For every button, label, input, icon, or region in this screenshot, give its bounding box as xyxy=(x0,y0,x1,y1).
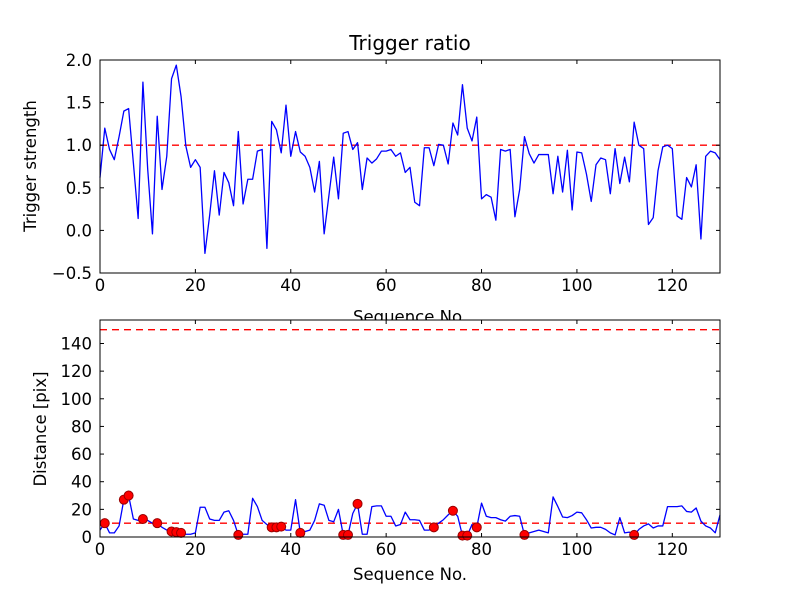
y-tick-label: 0 xyxy=(82,528,93,547)
data-point-marker xyxy=(276,521,287,532)
y-tick-label: 0.0 xyxy=(66,221,92,240)
x-tick-label: 60 xyxy=(376,276,397,295)
data-point-marker xyxy=(152,518,163,529)
axes-frame xyxy=(99,59,721,274)
data-point-marker xyxy=(352,498,363,509)
x-tick-label: 20 xyxy=(185,540,206,559)
x-tick-label: 20 xyxy=(185,276,206,295)
data-point-marker xyxy=(343,529,353,540)
data-point-marker xyxy=(462,530,473,541)
x-tick-label: 40 xyxy=(280,276,301,295)
top-axes: 0 20 40 60 80 100 120 −0.5 0.0 0.5 1.0 1.5 2.0 xyxy=(52,51,721,295)
bottom-yaxis-label: Distance [pix] xyxy=(31,371,50,486)
data-point-marker xyxy=(295,527,306,538)
x-tick-label: 0 xyxy=(95,276,106,295)
x-tick-label: 120 xyxy=(657,540,689,559)
y-tick-label: 1.0 xyxy=(66,136,92,155)
axes-frame xyxy=(99,319,721,538)
y-tick-label: −0.5 xyxy=(52,264,92,283)
data-point-marker xyxy=(99,518,110,529)
data-line xyxy=(99,64,721,255)
x-tick-label: 60 xyxy=(376,540,397,559)
y-tick-label: 120 xyxy=(61,362,93,381)
y-tick-label: 20 xyxy=(71,500,92,519)
x-tick-label: 100 xyxy=(561,540,593,559)
y-tick-label: 2.0 xyxy=(66,51,92,70)
x-tick-label: 120 xyxy=(657,276,689,295)
data-point-marker xyxy=(629,529,640,540)
x-tick-label: 0 xyxy=(95,540,106,559)
chart-title: Trigger ratio xyxy=(348,31,470,55)
data-point-marker xyxy=(176,527,187,538)
y-tick-label: 60 xyxy=(71,445,92,464)
x-tick-label: 40 xyxy=(280,540,301,559)
data-point-marker xyxy=(519,529,530,540)
bottom-xaxis-label: Sequence No. xyxy=(353,565,467,584)
data-line xyxy=(99,494,721,537)
data-point-marker xyxy=(428,522,439,533)
x-tick-label: 80 xyxy=(471,540,492,559)
top-yaxis-label: Trigger strength xyxy=(21,100,40,233)
data-point-marker xyxy=(233,529,244,540)
x-tick-label: 100 xyxy=(561,276,593,295)
y-tick-label: 0.5 xyxy=(66,179,92,198)
bottom-axes: 0 20 40 60 80 100 120 0 20 40 60 80 100 120 140 xyxy=(61,319,721,559)
y-tick-label: 1.5 xyxy=(66,94,92,113)
y-tick-label: 140 xyxy=(61,335,93,354)
x-tick-label: 80 xyxy=(471,276,492,295)
axes-background xyxy=(100,320,720,537)
y-tick-label: 100 xyxy=(61,390,93,409)
data-point-marker xyxy=(471,522,482,533)
y-tick-label: 40 xyxy=(71,473,92,492)
data-point-marker xyxy=(137,514,148,525)
y-tick-label: 80 xyxy=(71,417,92,436)
data-point-marker xyxy=(123,490,134,501)
data-point-marker xyxy=(447,505,458,516)
